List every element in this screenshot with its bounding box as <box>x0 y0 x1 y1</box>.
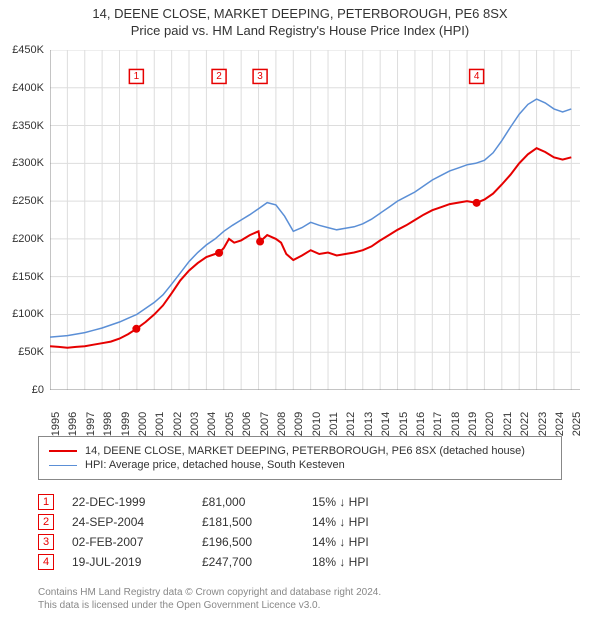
x-tick-label: 1995 <box>50 412 62 436</box>
x-axis-labels: 1995199619971998199920002001200220032004… <box>50 392 580 432</box>
transactions-table: 1 22-DEC-1999£81,00015% ↓ HPI 2 24-SEP-2004… <box>38 490 562 574</box>
transaction-date: 02-FEB-2007 <box>72 535 202 549</box>
transaction-delta: 14% ↓ HPI <box>312 515 422 529</box>
y-tick-label: £250K <box>12 195 44 207</box>
transaction-marker: 2 <box>38 514 54 530</box>
transaction-delta: 14% ↓ HPI <box>312 535 422 549</box>
y-tick-label: £0 <box>32 384 44 396</box>
x-tick-label: 2012 <box>345 412 357 436</box>
x-tick-label: 1996 <box>67 412 79 436</box>
x-tick-label: 2002 <box>172 412 184 436</box>
x-tick-label: 2000 <box>137 412 149 436</box>
event-marker-label: 3 <box>257 71 263 82</box>
y-tick-label: £150K <box>12 271 44 283</box>
chart-svg: 1 2 3 4 <box>50 50 580 390</box>
x-tick-label: 2019 <box>467 412 479 436</box>
x-tick-label: 2016 <box>415 412 427 436</box>
x-tick-label: 2009 <box>293 412 305 436</box>
x-tick-label: 2008 <box>276 412 288 436</box>
sale-dot <box>215 249 223 257</box>
transaction-row: 4 19-JUL-2019£247,70018% ↓ HPI <box>38 554 562 570</box>
legend-item: HPI: Average price, detached house, Sout… <box>49 459 551 471</box>
legend-label: HPI: Average price, detached house, Sout… <box>85 459 345 471</box>
transaction-price: £81,000 <box>202 495 312 509</box>
transaction-delta: 15% ↓ HPI <box>312 495 422 509</box>
footer: Contains HM Land Registry data © Crown c… <box>38 586 562 612</box>
title-line1: 14, DEENE CLOSE, MARKET DEEPING, PETERBO… <box>0 6 600 21</box>
transaction-marker: 4 <box>38 554 54 570</box>
y-axis-labels: £0£50K£100K£150K£200K£250K£300K£350K£400… <box>0 50 48 390</box>
x-tick-label: 2023 <box>537 412 549 436</box>
sale-dot <box>256 238 264 246</box>
legend: 14, DEENE CLOSE, MARKET DEEPING, PETERBO… <box>38 436 562 480</box>
x-tick-label: 2020 <box>484 412 496 436</box>
legend-item: 14, DEENE CLOSE, MARKET DEEPING, PETERBO… <box>49 445 551 457</box>
footer-line2: This data is licensed under the Open Gov… <box>38 599 562 612</box>
transaction-date: 22-DEC-1999 <box>72 495 202 509</box>
transaction-row: 3 02-FEB-2007£196,50014% ↓ HPI <box>38 534 562 550</box>
x-tick-label: 2010 <box>311 412 323 436</box>
x-tick-label: 2007 <box>259 412 271 436</box>
x-tick-label: 2021 <box>502 412 514 436</box>
transaction-date: 19-JUL-2019 <box>72 555 202 569</box>
transaction-date: 24-SEP-2004 <box>72 515 202 529</box>
y-tick-label: £400K <box>12 82 44 94</box>
y-tick-label: £450K <box>12 44 44 56</box>
transaction-row: 2 24-SEP-2004£181,50014% ↓ HPI <box>38 514 562 530</box>
y-tick-label: £200K <box>12 233 44 245</box>
x-tick-label: 2004 <box>206 412 218 436</box>
transaction-row: 1 22-DEC-1999£81,00015% ↓ HPI <box>38 494 562 510</box>
transaction-delta: 18% ↓ HPI <box>312 555 422 569</box>
x-tick-label: 2006 <box>241 412 253 436</box>
x-tick-label: 1998 <box>102 412 114 436</box>
x-tick-label: 2005 <box>224 412 236 436</box>
transaction-marker: 1 <box>38 494 54 510</box>
x-tick-label: 1999 <box>120 412 132 436</box>
x-tick-label: 2017 <box>432 412 444 436</box>
y-tick-label: £50K <box>18 346 44 358</box>
chart-plot-area: 1 2 3 4 <box>50 50 580 390</box>
title-line2: Price paid vs. HM Land Registry's House … <box>0 23 600 38</box>
transaction-marker: 3 <box>38 534 54 550</box>
x-tick-label: 2011 <box>328 412 340 436</box>
transaction-price: £181,500 <box>202 515 312 529</box>
x-tick-label: 2014 <box>380 412 392 436</box>
x-tick-label: 2001 <box>154 412 166 436</box>
x-tick-label: 2022 <box>519 412 531 436</box>
legend-swatch <box>49 450 77 452</box>
transaction-price: £196,500 <box>202 535 312 549</box>
transaction-price: £247,700 <box>202 555 312 569</box>
event-marker-label: 4 <box>474 71 480 82</box>
x-tick-label: 2003 <box>189 412 201 436</box>
chart-title: 14, DEENE CLOSE, MARKET DEEPING, PETERBO… <box>0 0 600 38</box>
y-tick-label: £350K <box>12 120 44 132</box>
footer-line1: Contains HM Land Registry data © Crown c… <box>38 586 562 599</box>
x-tick-label: 2025 <box>571 412 583 436</box>
x-tick-label: 2018 <box>450 412 462 436</box>
x-tick-label: 1997 <box>85 412 97 436</box>
event-marker-label: 1 <box>134 71 140 82</box>
y-tick-label: £100K <box>12 308 44 320</box>
event-marker-label: 2 <box>216 71 222 82</box>
sale-dot <box>473 199 481 207</box>
x-tick-label: 2015 <box>398 412 410 436</box>
legend-swatch <box>49 465 77 466</box>
x-tick-label: 2024 <box>554 412 566 436</box>
sale-dot <box>132 325 140 333</box>
y-tick-label: £300K <box>12 157 44 169</box>
x-tick-label: 2013 <box>363 412 375 436</box>
legend-label: 14, DEENE CLOSE, MARKET DEEPING, PETERBO… <box>85 445 525 457</box>
